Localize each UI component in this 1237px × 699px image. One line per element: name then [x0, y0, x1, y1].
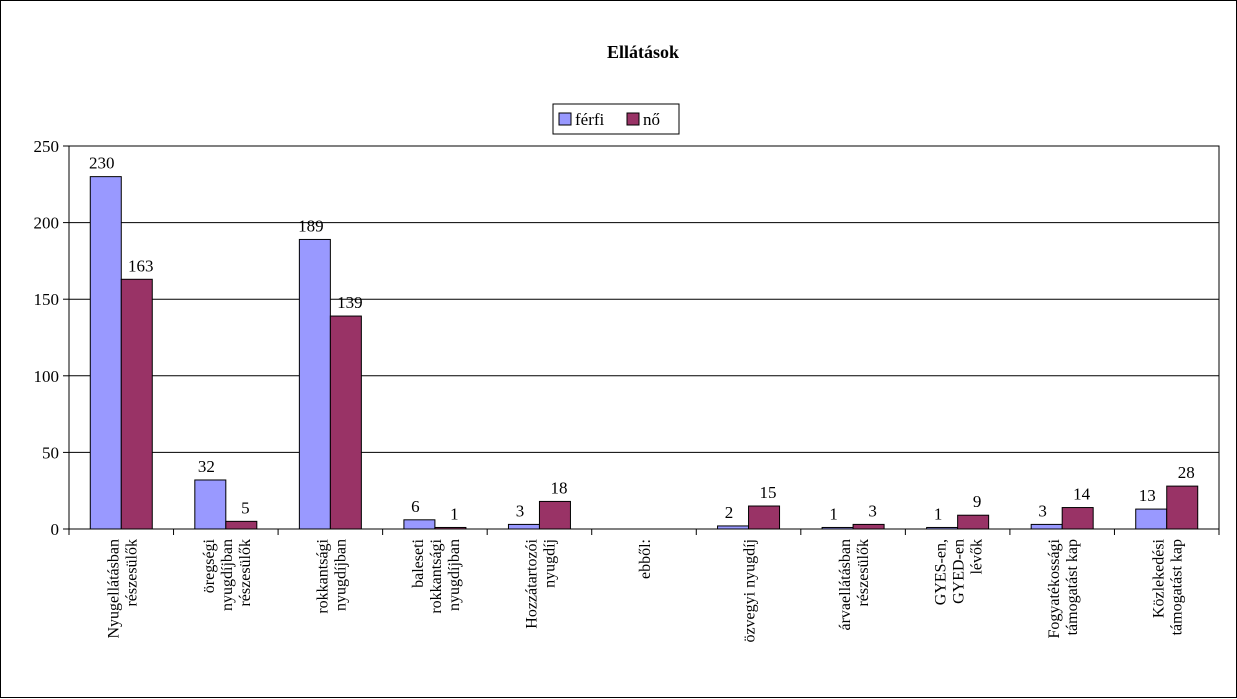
bar-no: [1061, 507, 1094, 530]
data-label: 1: [450, 504, 459, 523]
legend: férfi nő: [552, 103, 680, 135]
category-label: ebből:: [637, 539, 654, 579]
category-label: árvaellátásban részesülők: [837, 539, 872, 631]
data-label: 13: [1139, 486, 1156, 505]
category-label: öregségi nyugdíjban részesülők: [201, 538, 254, 611]
category-label-line: öregségi: [201, 538, 218, 593]
data-label: 28: [1178, 463, 1195, 482]
category-label-line: GYED-en: [951, 539, 968, 604]
data-label: 139: [337, 293, 363, 312]
category-label-line: nyugdíjban: [332, 539, 349, 611]
category-label: Közlekedési támogatást kap: [1151, 538, 1186, 635]
y-tick-label: 100: [34, 367, 60, 386]
data-label: 6: [411, 497, 420, 516]
category-label: Nyugellátásban részesülők: [105, 539, 140, 639]
bar-no: [329, 315, 362, 530]
y-tick-label: 200: [34, 214, 60, 233]
data-label: 163: [128, 256, 154, 275]
data-label: 5: [241, 498, 250, 517]
bar-no: [1166, 485, 1199, 530]
data-label: 2: [725, 503, 734, 522]
category-label-line: özvegyi nyugdíj: [742, 539, 759, 643]
legend-label-no: nő: [643, 110, 660, 129]
bars: [89, 176, 1199, 530]
bar-no: [957, 514, 990, 530]
category-label-line: baleseti: [410, 538, 427, 587]
data-label: 18: [550, 478, 567, 497]
data-label: 1: [829, 504, 838, 523]
legend-box: [552, 103, 680, 135]
data-label: 9: [973, 492, 982, 511]
y-axis: 0 50 100 150 200 250: [34, 137, 70, 539]
bar-ferfi: [1135, 508, 1168, 530]
category-label-line: támogatást kap: [1064, 539, 1081, 635]
gridlines: [68, 145, 1220, 530]
y-tick-label: 150: [34, 290, 60, 309]
data-label: 32: [198, 457, 215, 476]
data-label: 1: [934, 504, 943, 523]
bar-ferfi: [194, 479, 227, 530]
bar-ferfi: [507, 523, 540, 530]
category-label-line: Fogyatékossági: [1046, 538, 1063, 638]
category-label-line: részesülők: [123, 539, 140, 607]
x-axis: Nyugellátásban részesülők öregségi nyugdíjb…: [68, 528, 1220, 643]
category-label-line: részesülők: [237, 539, 254, 607]
category-label-line: ebből:: [637, 539, 654, 579]
bar-ferfi: [403, 519, 436, 530]
bar-no: [852, 523, 885, 530]
bar-no: [120, 278, 153, 530]
data-label: 189: [298, 216, 324, 235]
category-label: özvegyi nyugdíj: [742, 539, 759, 643]
plot-area: [68, 145, 1220, 530]
data-label: 3: [1038, 501, 1047, 520]
y-tick-label: 50: [42, 443, 59, 462]
data-label: 230: [89, 154, 115, 173]
legend-swatch-ferfi: [558, 112, 572, 126]
category-label-line: részesülők: [855, 539, 872, 607]
category-label-line: rokkantsági: [428, 538, 445, 613]
data-label: 3: [868, 501, 877, 520]
data-label: 14: [1073, 485, 1091, 504]
category-label: baleseti rokkantsági nyugdíjban: [410, 538, 463, 613]
bar-ferfi: [89, 176, 122, 530]
category-label: Fogyatékossági támogatást kap: [1046, 538, 1081, 638]
bar-no: [748, 505, 781, 530]
y-tick-label: 0: [51, 520, 60, 539]
category-label: rokkantsági nyugdíjban: [314, 538, 349, 613]
data-label: 15: [760, 483, 777, 502]
legend-label-ferfi: férfi: [575, 110, 605, 129]
chart-title: Ellátások: [607, 42, 679, 62]
category-label-line: GYES-en,: [933, 539, 950, 605]
legend-swatch-no: [626, 112, 640, 126]
category-label-line: Nyugellátásban: [105, 539, 122, 639]
category-label-line: nyugdíjban: [219, 539, 236, 611]
category-label-line: nyugdíjban: [446, 539, 463, 611]
category-label: GYES-en, GYED-en lévők: [933, 539, 986, 605]
category-label-line: Közlekedési: [1151, 538, 1168, 618]
bar-no: [538, 500, 571, 530]
category-label-line: Hozzátartozói: [523, 538, 540, 628]
category-label-line: nyugdíj: [541, 539, 558, 588]
category-label-line: árvaellátásban: [837, 539, 854, 631]
category-label-line: támogatást kap: [1169, 539, 1186, 635]
bar-ferfi: [298, 238, 331, 530]
category-label: Hozzátartozói nyugdíj: [523, 538, 558, 628]
y-tick-label: 250: [34, 137, 60, 156]
category-label-line: rokkantsági: [314, 538, 331, 613]
category-label-line: lévők: [969, 539, 986, 575]
bar-no: [225, 520, 258, 530]
data-label: 3: [516, 501, 525, 520]
bar-ferfi: [1030, 523, 1063, 530]
